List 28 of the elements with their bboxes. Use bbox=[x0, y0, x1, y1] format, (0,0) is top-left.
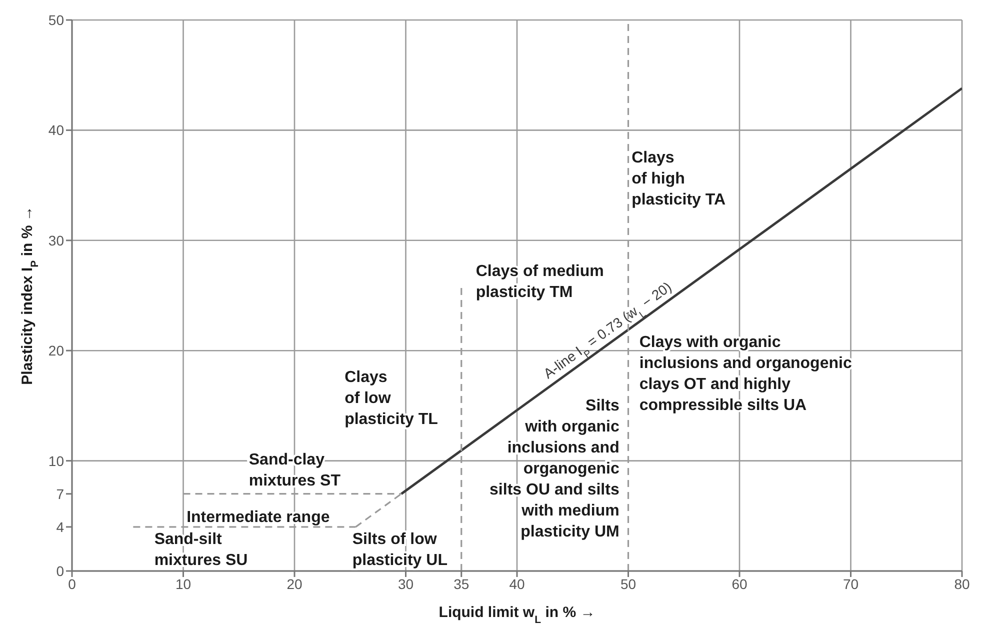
annotation: Clays with organic inclusions and organogenic clays OT and highly compressible silts UA bbox=[639, 334, 852, 414]
annotation: Silts of low plasticity UL bbox=[352, 531, 448, 570]
annotation: Intermediate range bbox=[186, 508, 330, 526]
y-tick-label: 50 bbox=[48, 12, 64, 28]
annotation: Sand-silt mixtures SU bbox=[154, 531, 248, 570]
x-tick-label: 30 bbox=[398, 576, 414, 592]
x-tick-label: 0 bbox=[68, 576, 76, 592]
x-tick-label: 80 bbox=[954, 576, 970, 592]
x-tick-label: 40 bbox=[509, 576, 525, 592]
y-tick-label: 20 bbox=[48, 342, 64, 359]
x-tick-label: 20 bbox=[286, 576, 302, 592]
annotation: Sand-clay mixtures ST bbox=[248, 452, 341, 490]
y-tick-label: 10 bbox=[48, 452, 64, 469]
annotation: Clays of low plasticity TL bbox=[344, 369, 438, 428]
y-tick-label: 7 bbox=[56, 486, 64, 502]
y-tick-label: 0 bbox=[56, 562, 64, 579]
x-tick-label: 70 bbox=[842, 576, 859, 592]
x-tick-label: 60 bbox=[732, 576, 748, 592]
annotation: Clays of high plasticity TA bbox=[632, 150, 726, 209]
x-tick-label: 50 bbox=[620, 576, 636, 592]
y-tick-label: 4 bbox=[56, 518, 64, 535]
annotation: Clays of medium plasticity TM bbox=[476, 263, 604, 302]
x-tick-label: 35 bbox=[454, 576, 470, 592]
y-tick-label: 40 bbox=[48, 122, 64, 138]
x-tick-label: 10 bbox=[175, 576, 192, 592]
x-axis-title: Liquid limit w$_{L}$ in % → bbox=[438, 604, 596, 626]
annotation: Silts with organic inclusions and organogenic silts OU and silts with medium plasticity UM bbox=[490, 398, 620, 541]
y-tick-label: 30 bbox=[48, 232, 64, 248]
